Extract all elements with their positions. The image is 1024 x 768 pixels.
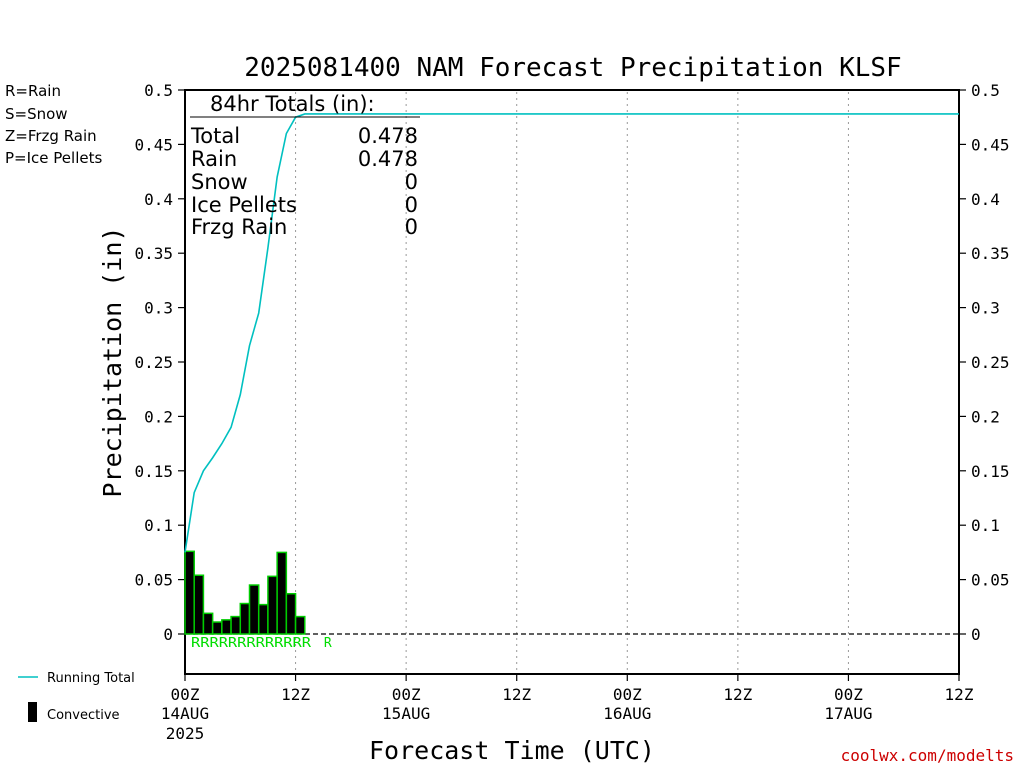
y-tick-label-left: 0.2 bbox=[144, 407, 173, 426]
y-tick-label-right: 0.3 bbox=[971, 299, 1000, 318]
totals-label-snow: Snow bbox=[191, 170, 248, 194]
y-tick-label-left: 0 bbox=[163, 625, 173, 644]
x-tick-date-label: 16AUG bbox=[603, 704, 651, 723]
convective-legend-swatch bbox=[28, 702, 37, 722]
convective-bar bbox=[211, 621, 223, 635]
y-tick-label-right: 0.4 bbox=[971, 190, 1000, 209]
y-axis-label: Precipitation (in) bbox=[98, 227, 127, 498]
ptype-marker-extra: R bbox=[324, 636, 332, 651]
x-tick-label: 12Z bbox=[502, 685, 531, 704]
x-tick-label: 12Z bbox=[723, 685, 752, 704]
y-tick-label-right: 0.2 bbox=[971, 407, 1000, 426]
y-tick-label-left: 0.45 bbox=[134, 135, 173, 154]
x-tick-label: 00Z bbox=[613, 685, 642, 704]
x-tick-year-label: 2025 bbox=[166, 724, 205, 743]
credit-text: coolwx.com/modelts bbox=[841, 746, 1014, 765]
totals-label-total: Total bbox=[190, 124, 240, 148]
convective-legend-label: Convective bbox=[47, 708, 120, 723]
totals-header: 84hr Totals (in): bbox=[210, 92, 375, 116]
totals-box: 84hr Totals (in): Total 0.478 Rain 0.478… bbox=[190, 92, 420, 239]
convective-bar bbox=[285, 592, 297, 635]
y-tick-label-right: 0.5 bbox=[971, 81, 1000, 100]
x-tick-date-label: 15AUG bbox=[382, 704, 430, 723]
y-tick-label-right: 0.25 bbox=[971, 353, 1010, 372]
totals-value-rain: 0.478 bbox=[358, 147, 418, 171]
x-tick-label: 00Z bbox=[171, 685, 200, 704]
totals-label-frzg-rain: Frzg Rain bbox=[191, 215, 287, 239]
y-tick-label-left: 0.4 bbox=[144, 190, 173, 209]
y-tick-label-left: 0.35 bbox=[134, 244, 173, 263]
y-tick-label-right: 0.45 bbox=[971, 135, 1010, 154]
convective-bar bbox=[193, 574, 205, 635]
totals-value-ice-pellets: 0 bbox=[405, 193, 418, 217]
running-total-legend-label: Running Total bbox=[47, 671, 135, 686]
totals-value-frzg-rain: 0 bbox=[405, 215, 418, 239]
y-tick-label-right: 0.05 bbox=[971, 571, 1010, 590]
running-total-line bbox=[184, 113, 959, 553]
ptype-legend-ice-pellets: P=Ice Pellets bbox=[5, 149, 102, 167]
convective-bar bbox=[230, 615, 242, 635]
x-tick-label: 00Z bbox=[834, 685, 863, 704]
plot-frame bbox=[184, 89, 960, 675]
convective-bar bbox=[248, 584, 260, 635]
convective-bar bbox=[239, 602, 251, 635]
totals-label-ice-pellets: Ice Pellets bbox=[191, 193, 297, 217]
x-tick-date-label: 17AUG bbox=[824, 704, 872, 723]
ptype-legend-frzg-rain: Z=Frzg Rain bbox=[5, 127, 97, 145]
totals-value-total: 0.478 bbox=[358, 124, 418, 148]
convective-bar bbox=[202, 612, 214, 635]
x-tick-date-label: 14AUG bbox=[161, 704, 209, 723]
convective-bar bbox=[221, 619, 232, 635]
y-tick-label-left: 0.05 bbox=[134, 571, 173, 590]
y-tick-label-right: 0.35 bbox=[971, 244, 1010, 263]
ptype-legend-rain: R=Rain bbox=[5, 82, 61, 100]
x-tick-label: 12Z bbox=[281, 685, 310, 704]
chart-title: 2025081400 NAM Forecast Precipitation KL… bbox=[244, 53, 901, 83]
ptype-legend-snow: S=Snow bbox=[5, 105, 68, 123]
x-tick-label: 00Z bbox=[392, 685, 421, 704]
vertical-gridlines bbox=[295, 92, 849, 673]
y-tick-label-left: 0.3 bbox=[144, 299, 173, 318]
convective-bar bbox=[267, 575, 278, 635]
y-tick-label-left: 0.1 bbox=[144, 516, 173, 535]
convective-bar bbox=[294, 615, 306, 635]
x-tick-label: 12Z bbox=[945, 685, 974, 704]
series-legend: Running Total Convective bbox=[18, 671, 135, 723]
y-axis-ticks: 0 00.05 0.050.1 0.10.15 0.150.2 0.20.25 0.250.… bbox=[134, 81, 1009, 644]
convective-bar bbox=[184, 550, 195, 635]
ptype-markers: RRRRRRRRRRRRR bbox=[191, 636, 311, 651]
totals-label-rain: Rain bbox=[191, 147, 237, 171]
totals-value-snow: 0 bbox=[405, 170, 418, 194]
convective-bar bbox=[257, 603, 269, 635]
y-tick-label-left: 0.25 bbox=[134, 353, 173, 372]
ptype-legend: R=Rain S=Snow Z=Frzg Rain P=Ice Pellets bbox=[5, 82, 102, 167]
convective-bar bbox=[276, 551, 288, 635]
y-tick-label-right: 0 bbox=[971, 625, 981, 644]
y-tick-label-right: 0.15 bbox=[971, 462, 1010, 481]
y-tick-label-left: 0.15 bbox=[134, 462, 173, 481]
convective-bars bbox=[184, 550, 306, 635]
y-tick-label-left: 0.5 bbox=[144, 81, 173, 100]
y-tick-label-right: 0.1 bbox=[971, 516, 1000, 535]
x-axis-label: Forecast Time (UTC) bbox=[369, 736, 655, 765]
